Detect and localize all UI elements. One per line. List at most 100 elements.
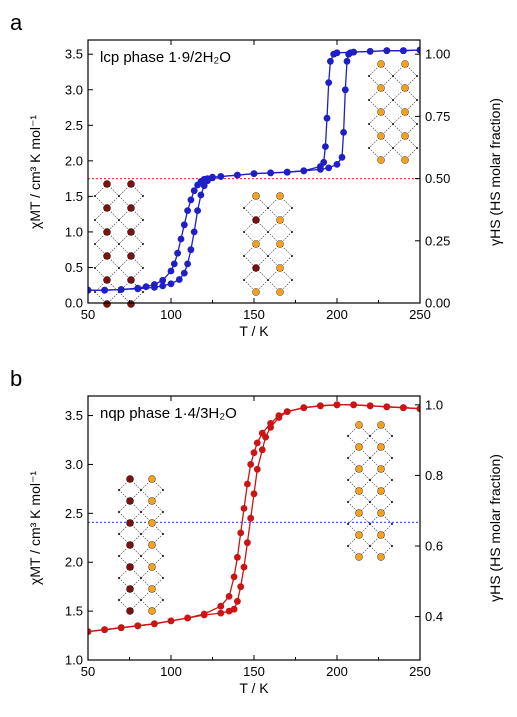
data-point (187, 246, 195, 254)
data-point (250, 449, 258, 457)
series-line-cooling (88, 49, 420, 291)
lattice-node (367, 98, 371, 102)
lattice-node (391, 146, 395, 150)
data-point (366, 402, 374, 410)
data-point (317, 163, 324, 170)
metal-site (252, 240, 260, 248)
data-point (180, 221, 188, 229)
data-point (253, 465, 261, 473)
lattice-node (290, 254, 294, 258)
lattice-node (93, 242, 97, 246)
data-point (234, 171, 241, 179)
lattice-node (117, 488, 121, 492)
lattice-hs-a (367, 60, 419, 164)
metal-site (355, 531, 363, 539)
lattice-node (346, 544, 350, 548)
metal-site (127, 180, 135, 188)
x-tick-label: 200 (326, 664, 348, 679)
x-tick-label: 100 (160, 664, 182, 679)
data-point (167, 267, 175, 275)
lattice-node (93, 290, 97, 294)
lattice-node (161, 510, 165, 514)
lattice-node (117, 510, 121, 514)
panel-letter-a: a (10, 10, 23, 35)
metal-site (377, 421, 385, 429)
data-point (325, 164, 333, 172)
y2-tick-label: 0.8 (425, 468, 443, 483)
data-point (234, 553, 241, 561)
data-point (101, 626, 108, 634)
lattice-node (141, 290, 145, 294)
lattice-node (266, 230, 270, 234)
data-point (366, 48, 374, 55)
lattice-node (93, 266, 97, 270)
data-point (250, 490, 258, 498)
metal-site (377, 509, 385, 517)
y-tick-label: 0.5 (65, 260, 83, 275)
metal-site (377, 465, 385, 473)
lattice-node (117, 598, 121, 602)
lattice-node (117, 532, 121, 536)
lattice-node (117, 266, 121, 270)
x-tick-label: 200 (326, 307, 348, 322)
x-tick-label: 250 (409, 664, 431, 679)
metal-site (103, 204, 111, 212)
metal-site (127, 276, 135, 284)
y-tick-label: 2.5 (65, 118, 83, 133)
metal-site (103, 228, 111, 236)
y2-tick-label: 0.25 (425, 233, 450, 248)
lattice-node (141, 194, 145, 198)
data-point (200, 182, 208, 190)
data-point (180, 269, 188, 277)
lattice-node (368, 434, 372, 438)
lattice-node (242, 206, 246, 210)
x-tick-label: 150 (243, 307, 265, 322)
data-point (240, 505, 248, 512)
lattice-node (368, 478, 372, 482)
lattice-node (242, 254, 246, 258)
data-point (400, 47, 407, 55)
lattice-node (290, 206, 294, 210)
data-point (323, 114, 331, 122)
metal-site (126, 475, 134, 483)
metal-site (252, 216, 260, 224)
data-point (283, 168, 291, 176)
metal-site (148, 585, 156, 593)
metal-site (252, 264, 260, 272)
lattice-node (367, 146, 371, 150)
data-point (225, 607, 233, 615)
y-tick-label: 3.5 (65, 47, 83, 62)
data-point (151, 620, 158, 628)
metal-site (126, 519, 134, 527)
lattice-node (368, 500, 372, 504)
y2-tick-label: 0.6 (425, 539, 443, 554)
data-point (117, 624, 125, 632)
data-point (177, 235, 185, 243)
data-point (234, 597, 241, 605)
y-tick-label: 1.5 (65, 604, 83, 619)
lattice-node (117, 194, 121, 198)
data-point (184, 207, 192, 215)
y2-tick-label: 1.0 (425, 397, 443, 412)
metal-site (126, 585, 134, 593)
x-tick-label: 50 (81, 307, 95, 322)
lattice-node (161, 532, 165, 536)
data-point (134, 622, 142, 630)
lattice-node (290, 278, 294, 282)
data-point (225, 593, 233, 600)
lattice-node (266, 278, 270, 282)
metal-site (126, 607, 134, 615)
data-point (322, 143, 329, 151)
panel-b: 50 100 150 200 250 1.0 1.5 2.0 2.5 3.0 3.5 0.4 0.6 0.… (27, 395, 503, 696)
y-tick-label: 0.0 (65, 296, 83, 311)
lattice-node (266, 206, 270, 210)
metal-site (103, 276, 111, 284)
y2-tick-label: 0.4 (425, 609, 443, 624)
x-axis-title-a: T / K (239, 323, 269, 339)
lattice-hs-b (346, 421, 394, 561)
lattice-node (139, 532, 143, 536)
data-point (101, 286, 108, 294)
lattice-node (368, 456, 372, 460)
lattice-node (139, 488, 143, 492)
